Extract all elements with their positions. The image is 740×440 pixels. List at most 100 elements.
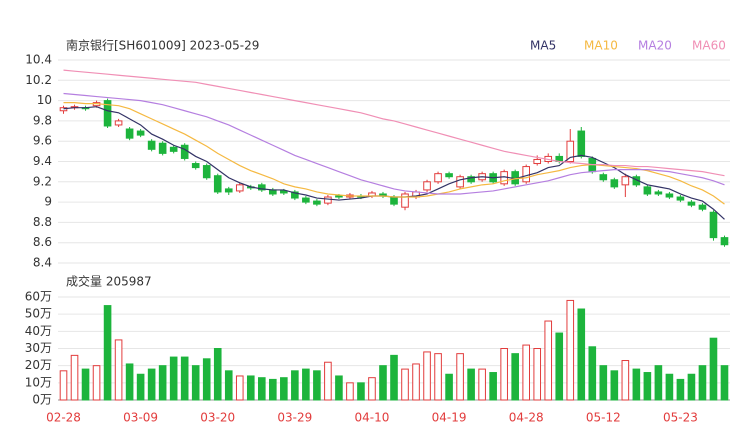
volume-bar — [368, 377, 376, 401]
y-tick-label: 8.6 — [33, 235, 52, 249]
candle-body — [147, 140, 156, 150]
volume-bar — [390, 354, 398, 401]
candle-body — [291, 191, 299, 199]
x-tick-label: 03-09 — [123, 411, 158, 425]
volume-bar — [202, 358, 211, 401]
x-tick-label: 05-23 — [663, 411, 698, 425]
candle-body — [114, 120, 123, 126]
candle-body — [191, 163, 200, 169]
y-tick-label: 0万 — [32, 393, 52, 407]
volume-bar — [456, 353, 464, 401]
volume-bar — [467, 368, 475, 401]
candle-body — [533, 158, 542, 165]
volume-bar — [533, 348, 542, 401]
volume-bar — [599, 365, 608, 401]
candle-body — [566, 140, 575, 162]
candle-body — [687, 201, 696, 206]
y-tick-label: 9.4 — [33, 154, 52, 168]
candle-body — [202, 165, 211, 179]
volume-bar — [269, 378, 277, 401]
candle-body — [720, 237, 729, 246]
volume-bar — [114, 339, 123, 401]
candle-body — [269, 189, 277, 195]
volume-bar — [577, 308, 586, 401]
volume-bar — [632, 368, 641, 401]
candle-body — [434, 173, 442, 183]
candle-body — [136, 130, 145, 136]
x-tick-label: 04-19 — [432, 411, 467, 425]
volume-bar — [478, 368, 486, 401]
volume-bar — [59, 370, 68, 401]
candle-body — [125, 128, 134, 139]
volume-bar — [246, 375, 255, 401]
candle-body — [654, 191, 663, 195]
candle-body — [324, 196, 332, 204]
volume-bar — [412, 363, 420, 401]
x-tick-label: 02-28 — [46, 411, 81, 425]
volume-bar — [676, 378, 685, 401]
candle-body — [313, 200, 321, 205]
volume-bar — [158, 365, 167, 401]
legend-label: MA20 — [638, 39, 672, 53]
volume-bar — [610, 370, 619, 401]
volume-bar — [136, 373, 145, 401]
volume-bar — [500, 348, 508, 401]
ma-line — [63, 92, 725, 195]
candle-body — [423, 181, 431, 191]
volume-bar — [687, 373, 696, 401]
legend-label: MA60 — [692, 39, 726, 53]
volume-bar — [313, 370, 321, 401]
volume-bar — [147, 368, 156, 401]
legend-label: MA5 — [530, 39, 556, 53]
chart-title: 南京银行[SH601009] 2023-05-29 — [66, 38, 259, 53]
volume-bar — [235, 375, 244, 401]
volume-bar — [423, 351, 431, 401]
x-tick-label: 04-28 — [509, 411, 544, 425]
y-tick-label: 9.2 — [33, 174, 52, 188]
y-tick-label: 10.4 — [25, 53, 52, 67]
candle-body — [224, 188, 233, 193]
volume-bar — [125, 363, 134, 401]
x-tick-label: 05-12 — [586, 411, 621, 425]
volume-bar — [588, 346, 597, 401]
volume-bar — [544, 320, 553, 401]
volume-bar — [180, 356, 189, 401]
candle-body — [280, 190, 288, 194]
volume-bar — [324, 361, 332, 401]
volume-bar — [621, 360, 630, 401]
volume-bar — [434, 353, 442, 401]
volume-bar — [103, 305, 112, 401]
volume-bar — [280, 377, 288, 401]
candle-body — [180, 144, 189, 159]
candle-body — [643, 186, 652, 195]
candle-body — [698, 204, 707, 210]
volume-bar — [709, 337, 718, 401]
volume-bar — [555, 332, 564, 401]
y-tick-label: 10.2 — [25, 73, 52, 87]
volume-bar — [291, 370, 299, 401]
volume-bar — [445, 373, 453, 401]
y-tick-label: 8.8 — [33, 215, 52, 229]
candle-body — [158, 142, 167, 154]
candle-body — [709, 211, 718, 239]
volume-bar — [92, 365, 101, 401]
y-tick-label: 9.8 — [33, 113, 52, 127]
ma-line — [63, 102, 725, 205]
candle-body — [445, 173, 453, 178]
ma-line — [63, 69, 725, 177]
candle-body — [610, 179, 619, 188]
candle-body — [676, 196, 685, 201]
y-tick-label: 20万 — [25, 358, 52, 372]
volume-bar — [191, 365, 200, 401]
volume-bar — [511, 353, 519, 401]
y-tick-label: 9 — [44, 195, 52, 209]
candle-body — [665, 193, 674, 198]
x-tick-label: 03-20 — [200, 411, 235, 425]
volume-bar — [379, 365, 387, 401]
candle-body — [522, 166, 531, 183]
y-tick-label: 50万 — [25, 307, 52, 321]
candle-body — [577, 130, 586, 157]
y-tick-label: 10 — [37, 93, 52, 107]
volume-bar — [566, 299, 575, 401]
